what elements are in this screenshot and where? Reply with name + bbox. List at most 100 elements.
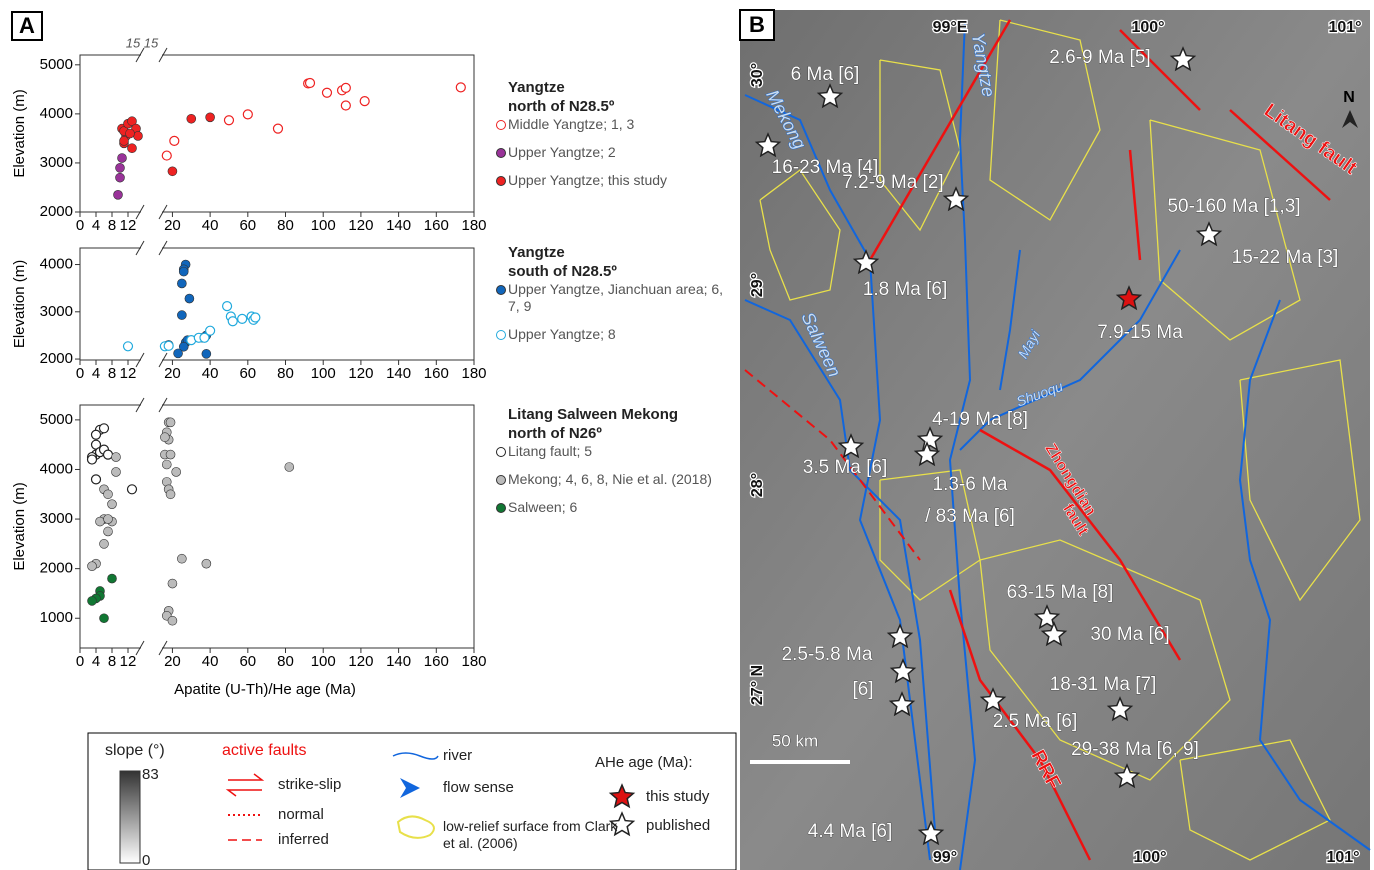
- coordinate-label: 29°: [749, 273, 766, 297]
- legend-label: strike-slip: [278, 776, 341, 793]
- x-axis-label: Apatite (U-Th)/He age (Ma): [174, 681, 356, 698]
- y-tick-label: 5000: [40, 411, 73, 428]
- x-tick-label: 60: [239, 365, 256, 382]
- data-point: [170, 136, 179, 145]
- data-point: [179, 267, 188, 276]
- data-point: [92, 475, 101, 484]
- coordinate-label: 101°: [1326, 849, 1359, 866]
- y-tick-label: 4000: [40, 105, 73, 122]
- data-point: [116, 163, 125, 172]
- data-point: [243, 110, 252, 119]
- x-tick-label: 80: [277, 365, 294, 382]
- coordinate-label: 100°: [1131, 19, 1164, 36]
- data-point: [206, 113, 215, 122]
- legend-label: river: [443, 747, 472, 764]
- legend-title: AHe age (Ma):: [595, 754, 693, 771]
- x-tick-label: 12: [120, 365, 137, 382]
- plot-frame: [80, 248, 474, 360]
- data-point: [128, 485, 137, 494]
- data-point: [126, 129, 135, 138]
- data-point: [223, 302, 232, 311]
- data-point: [88, 455, 97, 464]
- sample-label: 2.6-9 Ma [5]: [1049, 47, 1150, 68]
- legend-marker: [497, 149, 506, 158]
- data-point: [104, 450, 113, 459]
- legend-title: Yangtze: [508, 243, 565, 262]
- data-point: [202, 349, 211, 358]
- legend-title: south of N28.5º: [508, 262, 617, 281]
- figure: A B 151520003000400050000481220406080100…: [0, 0, 1374, 870]
- x-tick-label: 100: [311, 365, 336, 382]
- x-tick-label: 140: [386, 217, 411, 234]
- coordinate-label: 27° N: [749, 665, 766, 705]
- data-point: [96, 517, 105, 526]
- legend-title: north of N28.5º: [508, 97, 614, 116]
- x-tick-label: 40: [202, 217, 219, 234]
- legend-label: Salween; 6: [508, 499, 736, 516]
- data-point: [104, 490, 113, 499]
- legend-marker: [497, 286, 506, 295]
- legend-marker: [497, 476, 506, 485]
- sample-label: 6 Ma [6]: [791, 64, 860, 85]
- x-tick-label: 120: [348, 653, 373, 670]
- x-tick-label: 4: [92, 217, 100, 234]
- x-tick-label: 0: [76, 365, 84, 382]
- sample-label: 4.4 Ma [6]: [808, 821, 893, 842]
- data-point: [104, 527, 113, 536]
- coordinate-label: 100°: [1133, 849, 1166, 866]
- y-axis-label: Elevation (m): [11, 89, 28, 177]
- legend-label: Litang fault; 5: [508, 443, 736, 460]
- sample-label: 1.3-6 Ma: [933, 474, 1008, 495]
- data-point: [118, 154, 127, 163]
- x-tick-label: 20: [164, 653, 181, 670]
- x-tick-label: 12: [120, 653, 137, 670]
- x-tick-label: 0: [76, 217, 84, 234]
- coordinate-label: 101°: [1328, 19, 1361, 36]
- data-point: [185, 294, 194, 303]
- sample-label: 1.8 Ma [6]: [863, 279, 948, 300]
- data-point: [456, 83, 465, 92]
- data-point: [273, 124, 282, 133]
- legend-title: slope (°): [105, 742, 165, 759]
- sample-label: [6]: [852, 679, 873, 700]
- legend-label: Upper Yangtze, Jianchuan area; 6, 7, 9: [508, 281, 736, 315]
- x-tick-label: 120: [348, 365, 373, 382]
- axis-break: [141, 53, 162, 57]
- x-tick-label: 180: [461, 653, 486, 670]
- y-tick-label: 2000: [40, 203, 73, 220]
- data-point: [322, 88, 331, 97]
- coordinate-label: 30°: [749, 63, 766, 87]
- break-label: 15: [144, 35, 159, 50]
- legend-label: Middle Yangtze; 1, 3: [508, 116, 736, 133]
- data-point: [168, 167, 177, 176]
- x-tick-label: 8: [108, 217, 116, 234]
- data-point: [177, 311, 186, 320]
- y-axis-label: Elevation (m): [11, 482, 28, 570]
- data-point: [202, 559, 211, 568]
- x-tick-label: 40: [202, 365, 219, 382]
- axis-break: [141, 646, 162, 650]
- panel-label: A: [19, 13, 35, 38]
- data-point: [134, 131, 143, 140]
- data-point: [166, 450, 175, 459]
- legend-label: Upper Yangtze; 8: [508, 326, 736, 343]
- data-point: [112, 453, 121, 462]
- north-label: N: [1343, 89, 1355, 106]
- data-point: [168, 616, 177, 625]
- data-point: [360, 97, 369, 106]
- x-tick-label: 160: [424, 653, 449, 670]
- data-point: [88, 562, 97, 571]
- sample-label: 18-31 Ma [7]: [1050, 674, 1157, 695]
- legend-title: north of N26º: [508, 424, 602, 443]
- data-point: [177, 554, 186, 563]
- data-point: [116, 173, 125, 182]
- data-point: [100, 614, 109, 623]
- y-tick-label: 5000: [40, 56, 73, 73]
- legend-title: Yangtze: [508, 78, 565, 97]
- legend-title: Litang Salween Mekong: [508, 405, 678, 424]
- y-tick-label: 3000: [40, 303, 73, 320]
- x-tick-label: 120: [348, 217, 373, 234]
- data-point: [341, 83, 350, 92]
- scale-bar-label: 50 km: [772, 731, 818, 750]
- sample-label: 2.5-5.8 Ma: [782, 644, 873, 665]
